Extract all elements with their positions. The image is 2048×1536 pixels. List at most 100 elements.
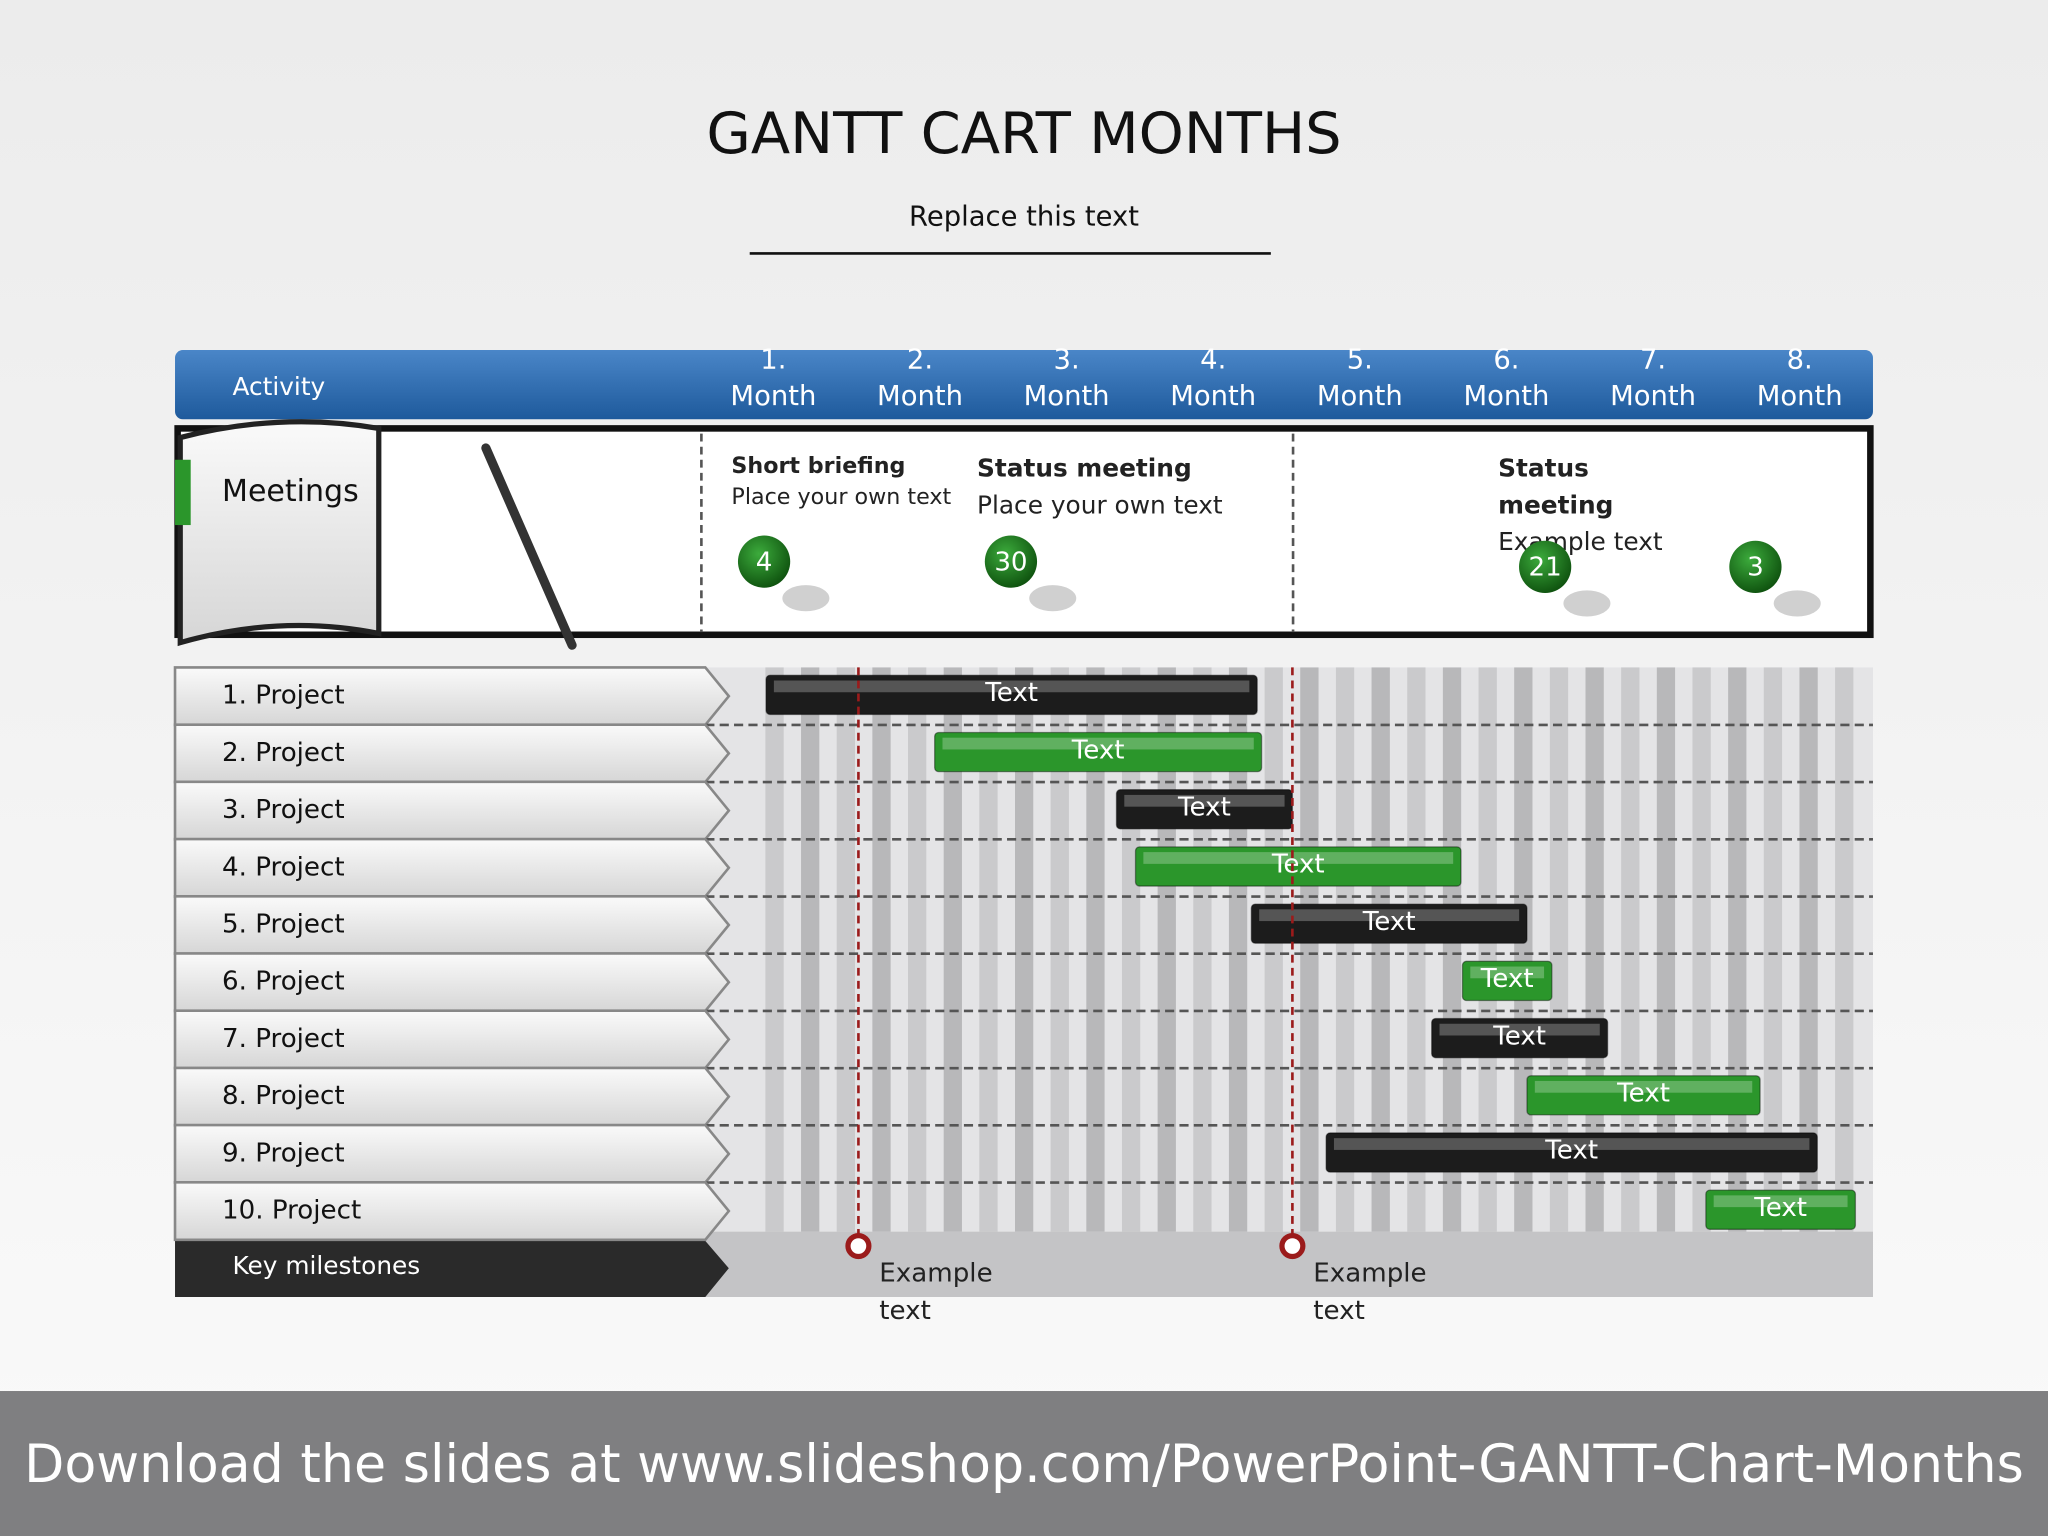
bar-shine bbox=[1439, 1023, 1600, 1036]
bar-shine bbox=[1333, 1138, 1810, 1150]
project-arrow bbox=[173, 1066, 731, 1127]
stripe bbox=[872, 667, 891, 1232]
footer: Download the slides at www.slideshop.com… bbox=[24, 1435, 2024, 1495]
event-title: Status meeting bbox=[976, 454, 1192, 484]
month-label: 6. Month bbox=[1463, 344, 1549, 412]
stripe bbox=[1050, 667, 1069, 1232]
header-bar bbox=[175, 350, 1873, 420]
month-label: 5. Month bbox=[1317, 344, 1403, 412]
project-arrow bbox=[173, 952, 731, 1013]
project-label: 3. Project bbox=[222, 795, 345, 825]
pin-shadow bbox=[782, 585, 830, 612]
stripe bbox=[979, 667, 998, 1232]
stripe bbox=[801, 667, 820, 1232]
stripe bbox=[1335, 667, 1355, 1232]
flag bbox=[177, 419, 382, 647]
project-arrow bbox=[173, 1123, 731, 1184]
stripe bbox=[765, 667, 784, 1232]
event: Short briefing Place your own text bbox=[731, 453, 951, 510]
project-label: 4. Project bbox=[222, 852, 345, 882]
project-arrow bbox=[173, 1009, 731, 1070]
stripe bbox=[1086, 667, 1105, 1232]
pin-shadow bbox=[1029, 585, 1077, 612]
gantt-bar bbox=[1705, 1189, 1857, 1230]
flag-tab bbox=[175, 459, 191, 526]
gantt-bar bbox=[1115, 789, 1294, 830]
bar-label: Text bbox=[1492, 1021, 1546, 1051]
bar-label: Text bbox=[1362, 907, 1416, 937]
stripe bbox=[1371, 667, 1390, 1232]
pencil bbox=[481, 443, 577, 650]
event-title: Short briefing bbox=[731, 453, 906, 480]
project-arrow bbox=[173, 723, 731, 784]
footer-band bbox=[0, 1391, 2048, 1536]
bar-label: Text bbox=[1616, 1079, 1670, 1109]
stripe bbox=[836, 667, 855, 1232]
gantt-bar bbox=[1461, 960, 1553, 1002]
event-title: Status meeting bbox=[1498, 454, 1614, 520]
pin-label: 30 bbox=[994, 547, 1027, 577]
stripe bbox=[1264, 667, 1283, 1232]
milestone-dot bbox=[845, 1232, 872, 1260]
meetings-label: Meetings bbox=[222, 474, 359, 509]
milestone-text-box: Example text bbox=[879, 1256, 993, 1326]
pin-shadow bbox=[1563, 590, 1611, 617]
gantt-bar bbox=[1526, 1075, 1761, 1116]
event-text: Place your own text bbox=[976, 491, 1223, 520]
stripe bbox=[1478, 667, 1497, 1232]
bar-label: Text bbox=[1544, 1136, 1598, 1166]
project-arrow bbox=[173, 780, 731, 841]
project-label: 8. Project bbox=[222, 1081, 345, 1111]
gantt-bar bbox=[1134, 846, 1462, 887]
gantt-bar bbox=[1325, 1132, 1818, 1173]
milestone-text: Example text bbox=[879, 1256, 993, 1326]
gantt-bar bbox=[934, 731, 1263, 773]
project-label: 10. Project bbox=[222, 1196, 361, 1226]
stripe bbox=[943, 667, 962, 1232]
milestone-label-bg bbox=[175, 1240, 729, 1297]
subtitle: Replace this text bbox=[909, 202, 1139, 233]
bar-shine bbox=[1470, 966, 1545, 979]
bar-shine bbox=[942, 737, 1254, 750]
stripe bbox=[1442, 667, 1462, 1232]
bar-shine bbox=[1124, 794, 1285, 807]
activity-label: Activity bbox=[232, 372, 325, 401]
pin bbox=[984, 535, 1038, 588]
gantt-bar bbox=[1250, 903, 1528, 944]
milestone-dot bbox=[1279, 1232, 1306, 1260]
bar-label: Text bbox=[1753, 1193, 1807, 1223]
stripe bbox=[1799, 667, 1818, 1232]
event: Status meeting Place your own text bbox=[976, 454, 1223, 520]
pin-label: 3 bbox=[1747, 553, 1764, 583]
project-label: 7. Project bbox=[222, 1024, 345, 1054]
bar-label: Text bbox=[984, 678, 1038, 708]
bar-label: Text bbox=[1071, 735, 1125, 765]
milestone-text-box: Example text bbox=[1313, 1256, 1426, 1325]
project-label: 5. Project bbox=[222, 909, 345, 939]
stripe bbox=[1763, 667, 1783, 1232]
month-label: 1. Month bbox=[730, 344, 816, 412]
pin-label: 4 bbox=[756, 547, 773, 577]
bar-label: Text bbox=[1177, 792, 1231, 822]
project-arrow bbox=[173, 837, 731, 898]
stripe bbox=[908, 667, 927, 1232]
chart-area bbox=[705, 667, 1873, 1297]
project-arrow bbox=[173, 894, 731, 956]
project-label: 6. Project bbox=[222, 967, 345, 997]
project-label: 9. Project bbox=[222, 1138, 345, 1168]
month-label: 4. Month bbox=[1170, 344, 1256, 412]
pin bbox=[1729, 540, 1782, 593]
title: GANTT CART MONTHS bbox=[706, 100, 1341, 167]
bar-label: Text bbox=[1271, 850, 1325, 880]
gantt-bar bbox=[765, 674, 1258, 716]
month-label: 7. Month bbox=[1610, 344, 1696, 412]
gantt-bar bbox=[1431, 1017, 1609, 1059]
bar-label: Text bbox=[1480, 964, 1534, 994]
bar-shine bbox=[1259, 909, 1520, 922]
stripe bbox=[1014, 667, 1034, 1232]
month-label: 3. Month bbox=[1024, 344, 1110, 412]
pin-label: 21 bbox=[1529, 553, 1562, 583]
